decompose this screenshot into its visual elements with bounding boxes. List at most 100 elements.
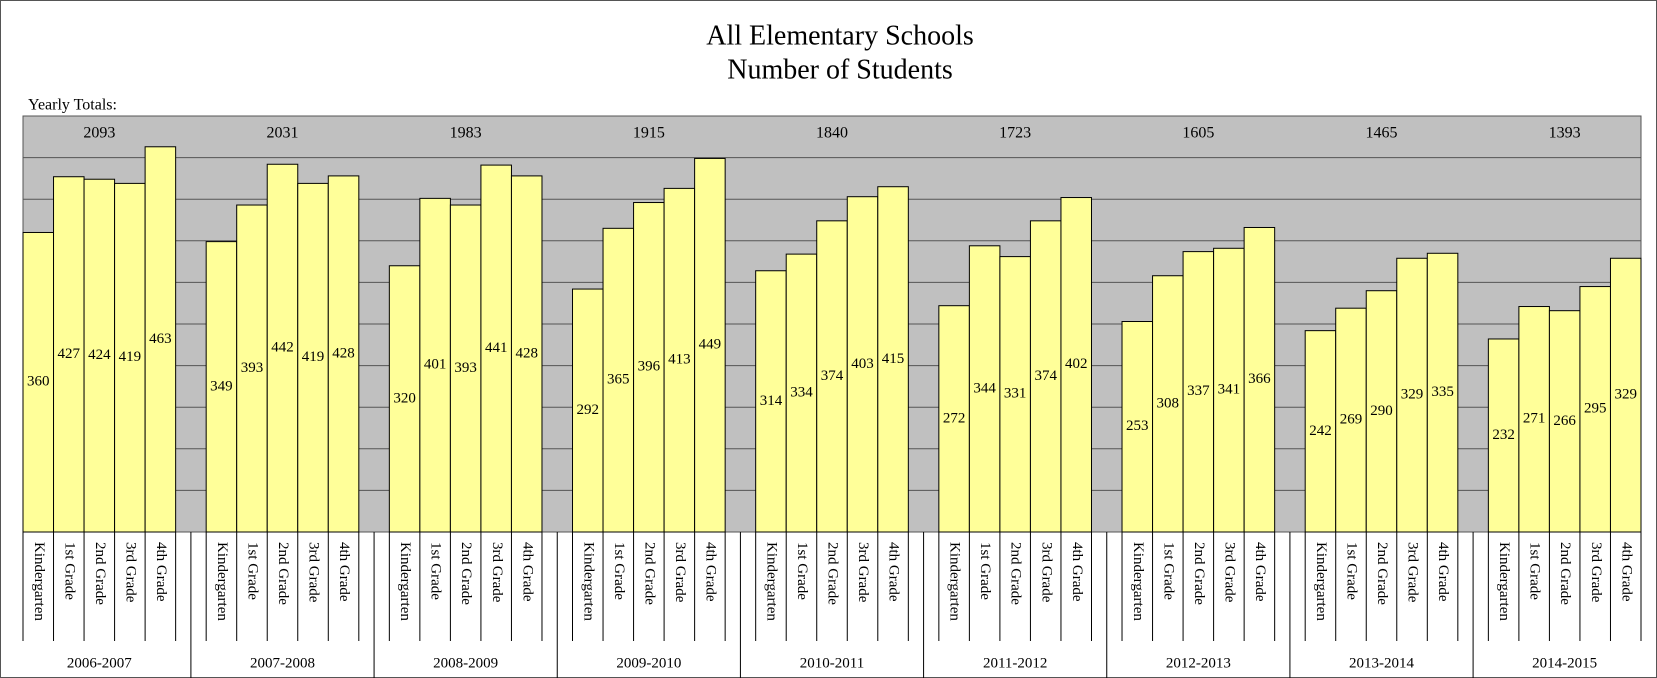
data-label: 329: [1614, 387, 1637, 403]
x-tick-label: 1st Grade: [611, 542, 627, 600]
data-label: 393: [454, 360, 477, 376]
data-label: 442: [271, 340, 294, 356]
data-label: 341: [1218, 382, 1241, 398]
data-label: 374: [821, 368, 844, 384]
data-label: 365: [607, 372, 630, 388]
x-tick-label: Kindergarten: [947, 542, 963, 621]
bar: [53, 176, 85, 533]
x-tick-label: 2nd Grade: [458, 542, 474, 605]
x-tick-label: 1st Grade: [1344, 542, 1360, 600]
yearly-total: 1723: [999, 125, 1031, 142]
x-tick-label: 3rd Grade: [1221, 542, 1237, 603]
data-label: 396: [638, 359, 661, 375]
data-label: 424: [88, 347, 111, 363]
x-tick-label: 4th Grade: [702, 542, 718, 602]
x-tick-label: 4th Grade: [886, 542, 902, 602]
x-tick-label: 4th Grade: [519, 542, 535, 602]
bar: [694, 157, 726, 533]
yearly-total: 1605: [1182, 125, 1214, 142]
data-label: 308: [1157, 395, 1180, 411]
bar: [205, 241, 238, 533]
totals-label: Yearly Totals:: [28, 97, 117, 114]
bar: [1304, 330, 1337, 533]
x-tick-label: 3rd Grade: [122, 542, 138, 603]
x-tick-label: Kindergarten: [1496, 542, 1512, 621]
yearly-total: 1915: [633, 125, 665, 142]
data-label: 337: [1187, 383, 1210, 399]
bar: [1152, 275, 1184, 533]
x-tick-label: Kindergarten: [580, 542, 596, 621]
data-label: 419: [119, 349, 142, 365]
data-label: 331: [1004, 386, 1027, 402]
bar: [144, 146, 177, 533]
bar: [1060, 197, 1092, 533]
bar: [297, 182, 329, 533]
bar: [1548, 310, 1581, 533]
data-label: 428: [515, 345, 538, 361]
x-group-label: 2006-2007: [67, 655, 132, 671]
data-label: 272: [943, 410, 966, 426]
data-label: 401: [424, 357, 447, 373]
x-tick-label: Kindergarten: [1313, 542, 1329, 621]
x-group-label: 2014-2015: [1532, 655, 1597, 671]
data-label: 427: [58, 346, 81, 362]
data-label: 266: [1553, 413, 1576, 429]
bar: [1426, 252, 1459, 533]
x-tick-label: 4th Grade: [1618, 542, 1634, 602]
x-tick-label: Kindergarten: [214, 542, 230, 621]
x-tick-label: 4th Grade: [336, 542, 352, 602]
data-label: 334: [790, 384, 813, 400]
x-group-label: 2010-2011: [800, 655, 864, 671]
x-tick-label: Kindergarten: [764, 542, 780, 621]
data-label: 314: [760, 393, 783, 409]
data-label: 419: [302, 349, 325, 365]
bar: [83, 178, 116, 533]
bar: [633, 202, 665, 533]
bar: [572, 288, 604, 533]
bar: [877, 186, 909, 533]
bar: [1609, 257, 1642, 533]
bar: [480, 164, 512, 533]
x-group-label: 2011-2012: [983, 655, 1047, 671]
data-label: 344: [973, 380, 996, 396]
x-tick-label: Kindergarten: [31, 542, 47, 621]
data-label: 374: [1034, 368, 1057, 384]
x-tick-label: 3rd Grade: [1038, 542, 1054, 603]
x-tick-label: 2nd Grade: [1557, 542, 1573, 605]
x-tick-label: 1st Grade: [61, 542, 77, 600]
data-label: 393: [241, 360, 264, 376]
data-label: 335: [1431, 384, 1454, 400]
x-tick-label: 1st Grade: [245, 542, 261, 600]
data-label: 271: [1523, 411, 1546, 427]
data-label: 463: [149, 331, 172, 347]
x-tick-label: 3rd Grade: [855, 542, 871, 603]
x-group-label: 2012-2013: [1166, 655, 1231, 671]
bar: [419, 197, 451, 533]
bar: [114, 182, 146, 533]
data-label: 290: [1370, 403, 1393, 419]
data-label: 292: [577, 402, 600, 418]
bar: [938, 305, 970, 533]
bar: [1396, 257, 1428, 533]
x-tick-label: 2nd Grade: [1374, 542, 1390, 605]
x-tick-label: 1st Grade: [428, 542, 444, 600]
data-label: 428: [332, 345, 355, 361]
bar: [785, 253, 818, 533]
bar: [236, 204, 268, 533]
data-label: 413: [668, 352, 691, 368]
x-tick-label: 4th Grade: [1435, 542, 1451, 602]
bar: [999, 256, 1031, 533]
x-tick-label: 2nd Grade: [1008, 542, 1024, 605]
data-label: 403: [851, 356, 874, 372]
data-label: 415: [882, 351, 905, 367]
data-label: 349: [210, 378, 233, 394]
data-label: 449: [699, 337, 722, 353]
data-label: 441: [485, 340, 508, 356]
data-label: 360: [27, 374, 50, 390]
yearly-total: 1393: [1549, 125, 1581, 142]
data-label: 269: [1340, 412, 1363, 428]
yearly-total: 2031: [266, 125, 298, 142]
bar: [1487, 338, 1520, 533]
data-label: 366: [1248, 371, 1271, 387]
